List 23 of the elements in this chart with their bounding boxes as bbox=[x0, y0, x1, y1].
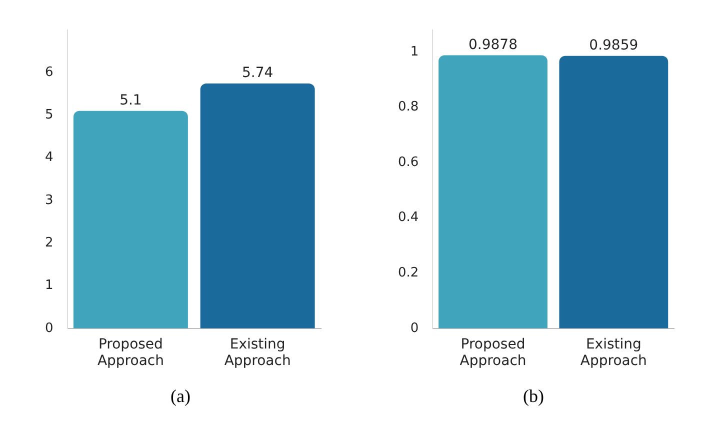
y-tick-label: 0 bbox=[44, 320, 53, 336]
x-tick-label: Existing Approach bbox=[224, 336, 290, 370]
y-tick-label: 0.2 bbox=[397, 265, 418, 280]
y-tick-label: 5 bbox=[44, 107, 53, 122]
y-tick-label: 2 bbox=[44, 235, 53, 250]
x-tick-label: Existing Approach bbox=[580, 336, 646, 370]
y-tick-label: 1 bbox=[44, 278, 53, 294]
x-tick-label: Proposed Approach bbox=[459, 336, 526, 370]
y-tick-label: 0.6 bbox=[397, 154, 418, 170]
y-tick-label: 6 bbox=[44, 64, 53, 80]
data-label: 5.1 bbox=[119, 92, 142, 108]
data-label: 0.9878 bbox=[468, 36, 518, 53]
x-tick-label: Proposed Approach bbox=[96, 336, 164, 370]
y-tick-label: 0 bbox=[410, 320, 418, 336]
text: (b) bbox=[523, 386, 544, 407]
y-tick-label: 1 bbox=[410, 44, 418, 60]
data-label: 0.9859 bbox=[588, 37, 638, 54]
y-tick-label: 0.8 bbox=[397, 100, 418, 115]
y-tick-label: 4 bbox=[44, 150, 53, 166]
y-tick-label: 3 bbox=[44, 192, 53, 208]
text: (a) bbox=[170, 386, 190, 407]
y-tick-label: 0.4 bbox=[397, 210, 418, 226]
data-label: 5.74 bbox=[241, 65, 273, 82]
